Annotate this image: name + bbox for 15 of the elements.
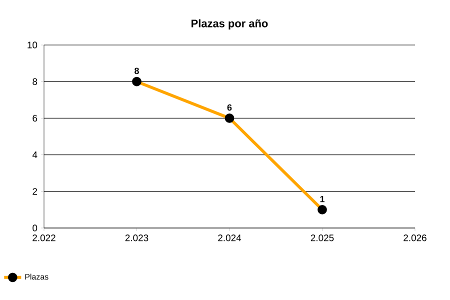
y-tick-label: 8 [32, 78, 38, 85]
x-tick-label: 2.023 [125, 234, 148, 242]
data-label: 8 [134, 68, 139, 74]
chart-title: Plazas por año [192, 19, 268, 30]
y-tick-label: 0 [32, 224, 38, 232]
x-tick-label: 2.024 [218, 234, 242, 242]
y-tick-label: 10 [28, 42, 38, 48]
y-tick-label: 4 [32, 152, 38, 158]
y-tick-label: 2 [32, 188, 38, 195]
data-label: 6 [227, 104, 232, 111]
x-tick-label: 2.025 [310, 234, 334, 242]
x-tick-label: 2.026 [404, 234, 426, 242]
x-tick-label: 2.022 [32, 234, 56, 242]
data-label: 1 [320, 196, 324, 202]
y-tick-label: 6 [32, 114, 38, 122]
